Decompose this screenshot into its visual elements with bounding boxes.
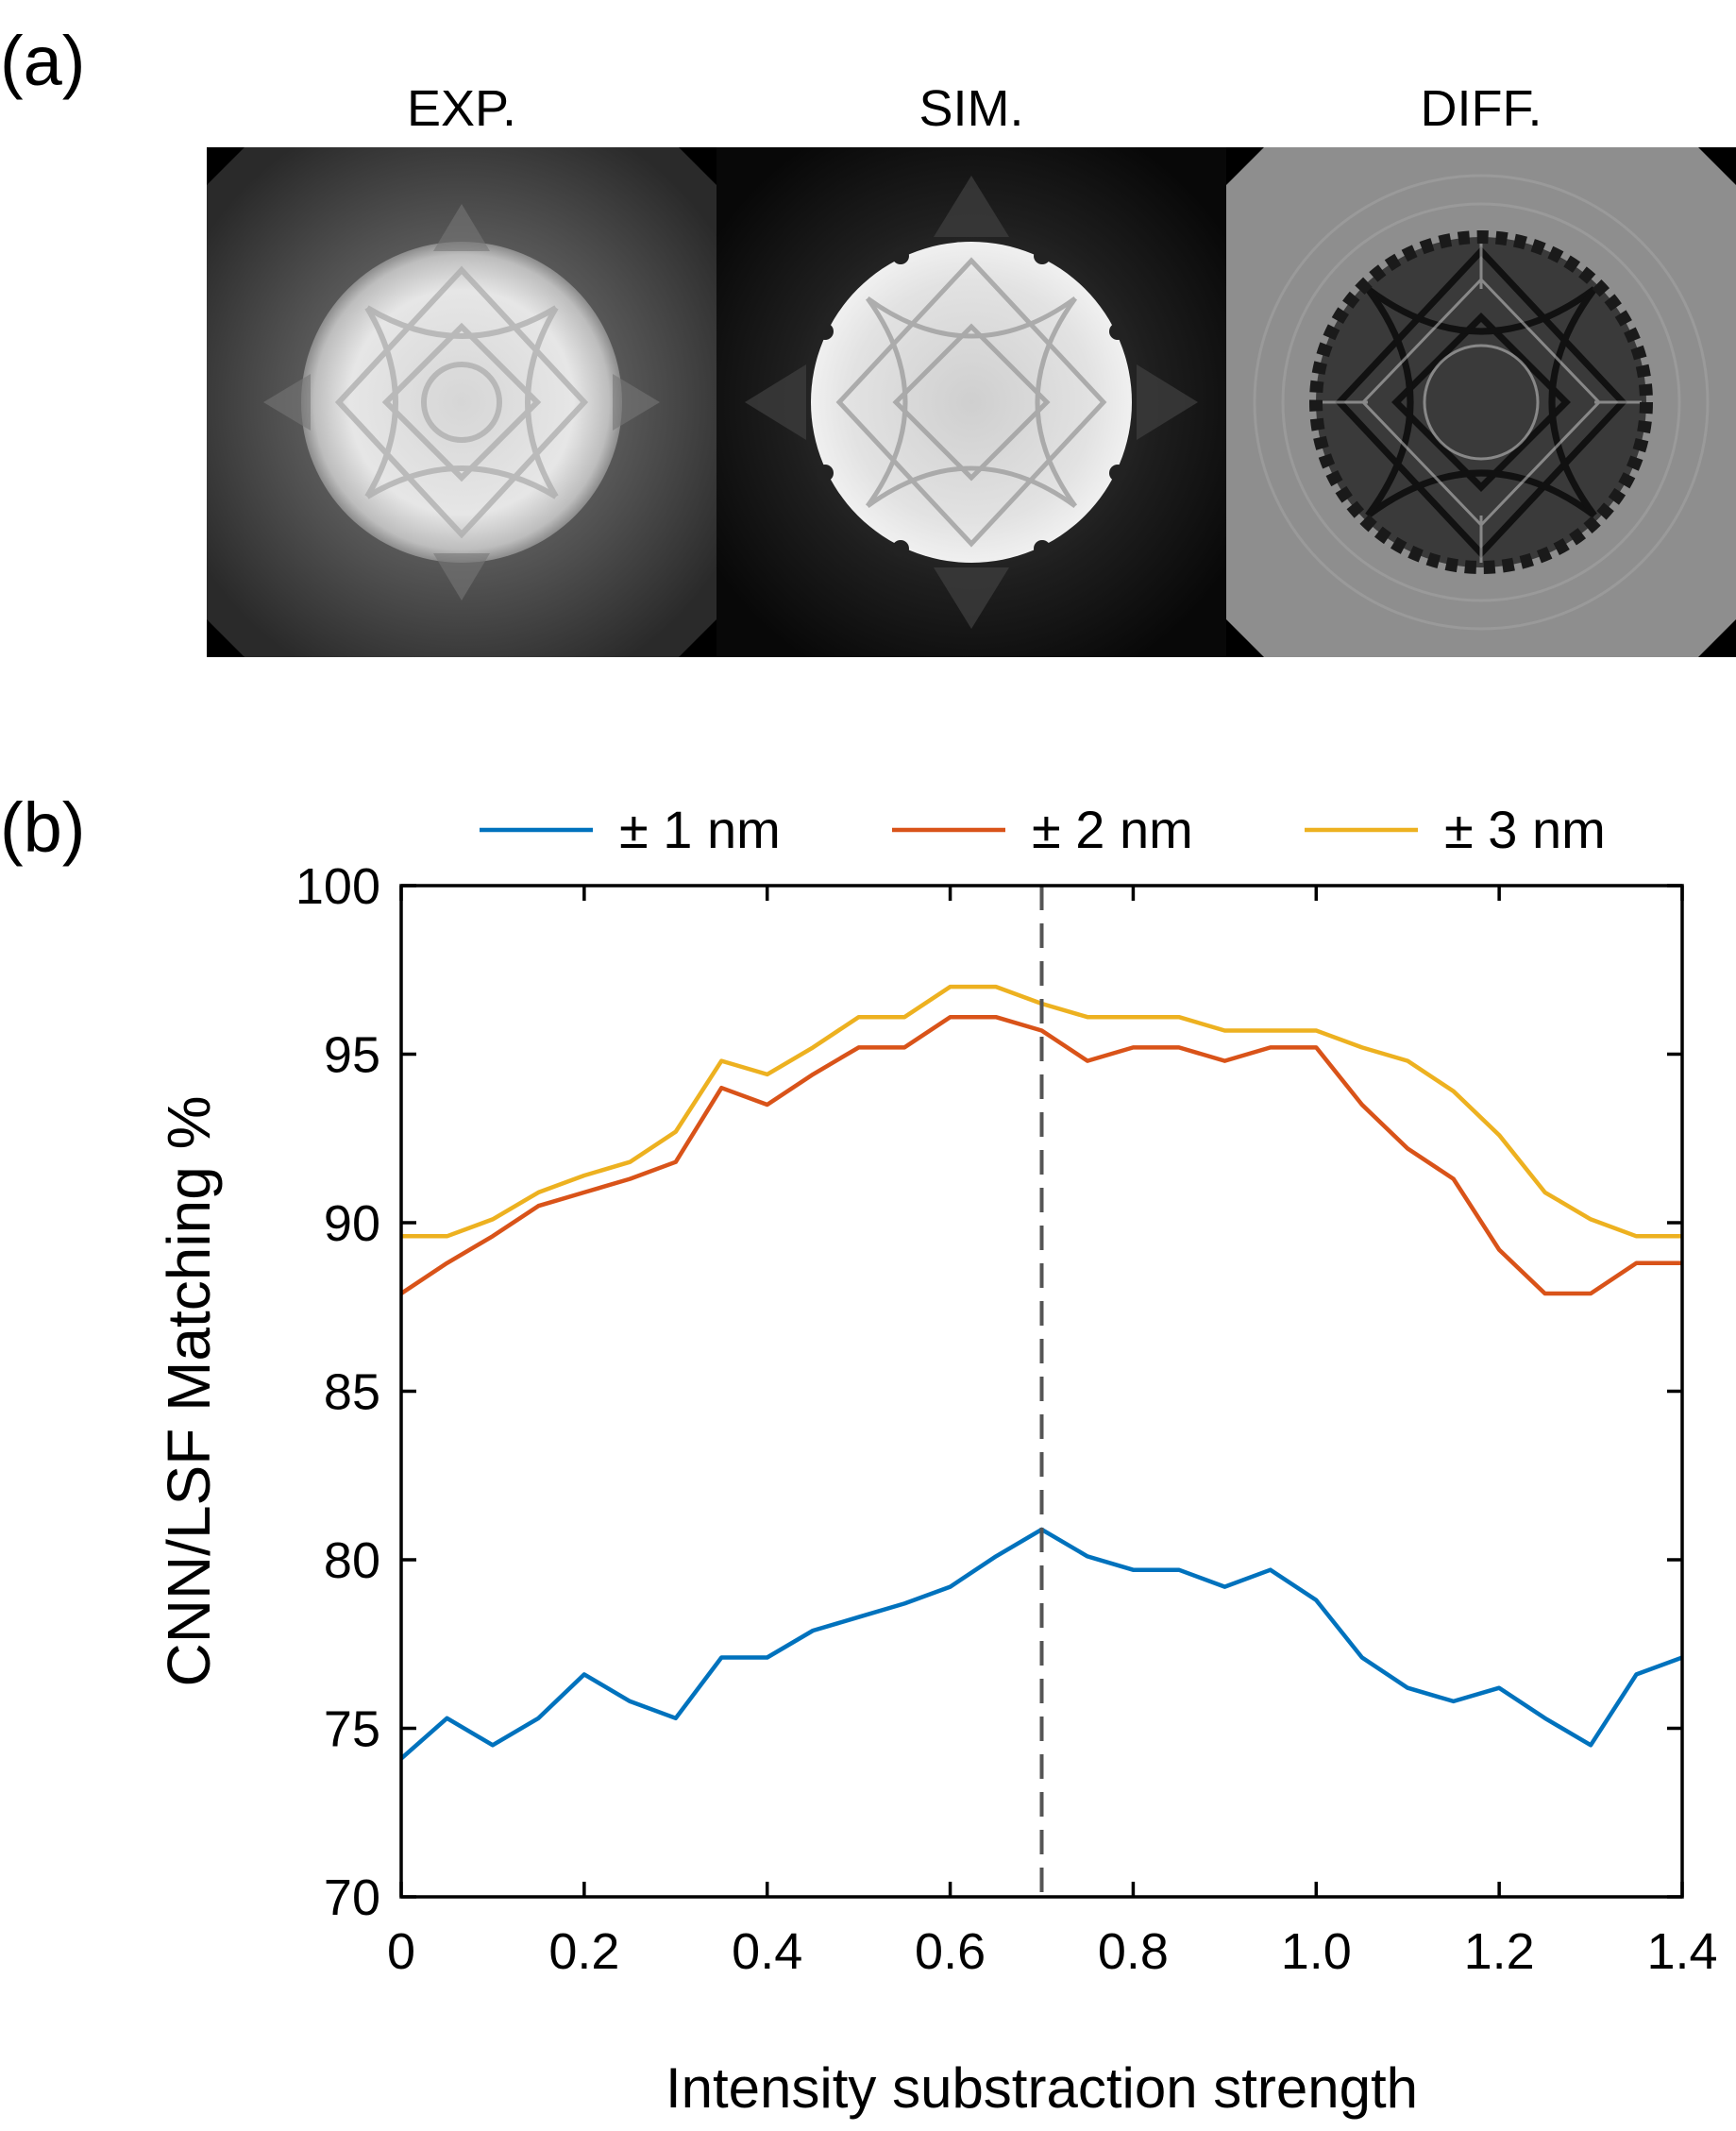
- x-axis-label: Intensity substraction strength: [666, 2056, 1418, 2120]
- sim-image: [716, 147, 1226, 657]
- exp-image: [207, 147, 716, 657]
- chart-legend: ± 1 nm ± 2 nm ± 3 nm: [480, 800, 1606, 859]
- diff-image-title: DIFF.: [1420, 80, 1542, 137]
- y-tick-label: 75: [324, 1701, 380, 1758]
- y-tick-label: 100: [295, 858, 380, 915]
- y-axis-label: CNN/LSF Matching %: [155, 1096, 223, 1687]
- y-tick-label: 80: [324, 1532, 380, 1589]
- y-axis-ticks: 70 75 80 85 90 95 100: [295, 858, 1682, 1926]
- y-tick-label: 90: [324, 1195, 380, 1252]
- panel-a-label: (a): [0, 22, 86, 100]
- x-tick-label: 1.4: [1646, 1923, 1717, 1980]
- legend-label-2: ± 2 nm: [1032, 800, 1193, 859]
- legend-label-3: ± 3 nm: [1444, 800, 1606, 859]
- x-tick-label: 0.8: [1098, 1923, 1169, 1980]
- line-chart: ± 1 nm ± 2 nm ± 3 nm 0 0.2 0.4 0.6 0.8 1.0 1.2 1.…: [155, 800, 1718, 2120]
- x-tick-label: 1.2: [1464, 1923, 1535, 1980]
- sim-image-title: SIM.: [919, 80, 1024, 137]
- x-axis-ticks: 0 0.2 0.4 0.6 0.8 1.0 1.2 1.4: [387, 886, 1718, 1980]
- exp-image-title: EXP.: [406, 80, 517, 137]
- x-tick-label: 0.2: [548, 1923, 619, 1980]
- legend-label-1: ± 1 nm: [619, 800, 781, 859]
- y-tick-label: 95: [324, 1027, 380, 1084]
- series-line-2: [399, 1014, 1682, 1296]
- x-tick-label: 0: [387, 1923, 415, 1980]
- diff-image: [1226, 147, 1736, 657]
- x-tick-label: 0.4: [732, 1923, 802, 1980]
- x-tick-label: 0.6: [915, 1923, 986, 1980]
- panel-b-label: (b): [0, 788, 86, 867]
- y-tick-label: 70: [324, 1869, 380, 1926]
- diffraction-images: [207, 147, 1736, 657]
- x-tick-label: 1.0: [1281, 1923, 1352, 1980]
- y-tick-label: 85: [324, 1364, 380, 1421]
